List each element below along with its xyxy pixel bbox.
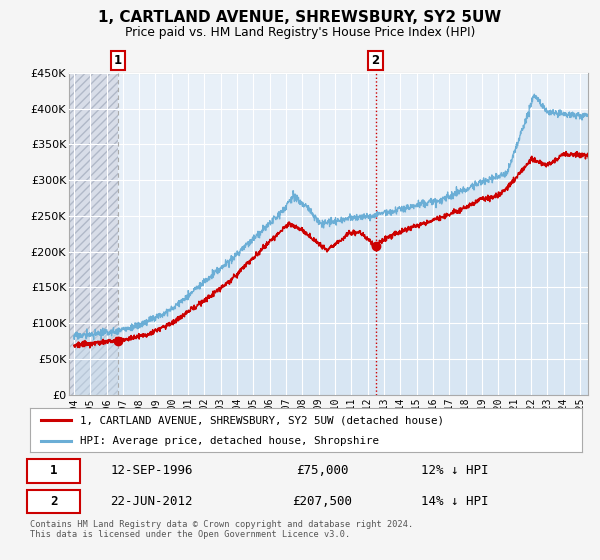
Text: 12% ↓ HPI: 12% ↓ HPI [421,464,489,478]
Text: 2: 2 [371,54,380,67]
Text: 1, CARTLAND AVENUE, SHREWSBURY, SY2 5UW (detached house): 1, CARTLAND AVENUE, SHREWSBURY, SY2 5UW … [80,415,443,425]
Text: Contains HM Land Registry data © Crown copyright and database right 2024.
This d: Contains HM Land Registry data © Crown c… [30,520,413,539]
Text: £75,000: £75,000 [296,464,349,478]
Text: HPI: Average price, detached house, Shropshire: HPI: Average price, detached house, Shro… [80,436,379,446]
Text: 14% ↓ HPI: 14% ↓ HPI [421,495,489,508]
Text: £207,500: £207,500 [293,495,353,508]
Text: 12-SEP-1996: 12-SEP-1996 [110,464,193,478]
Text: 1: 1 [50,464,58,478]
Text: Price paid vs. HM Land Registry's House Price Index (HPI): Price paid vs. HM Land Registry's House … [125,26,475,39]
FancyBboxPatch shape [27,459,80,483]
Bar [69,73,118,395]
Text: 1, CARTLAND AVENUE, SHREWSBURY, SY2 5UW: 1, CARTLAND AVENUE, SHREWSBURY, SY2 5UW [98,10,502,25]
Text: 22-JUN-2012: 22-JUN-2012 [110,495,193,508]
Text: 2: 2 [50,495,58,508]
Text: 1: 1 [114,54,122,67]
FancyBboxPatch shape [27,490,80,514]
